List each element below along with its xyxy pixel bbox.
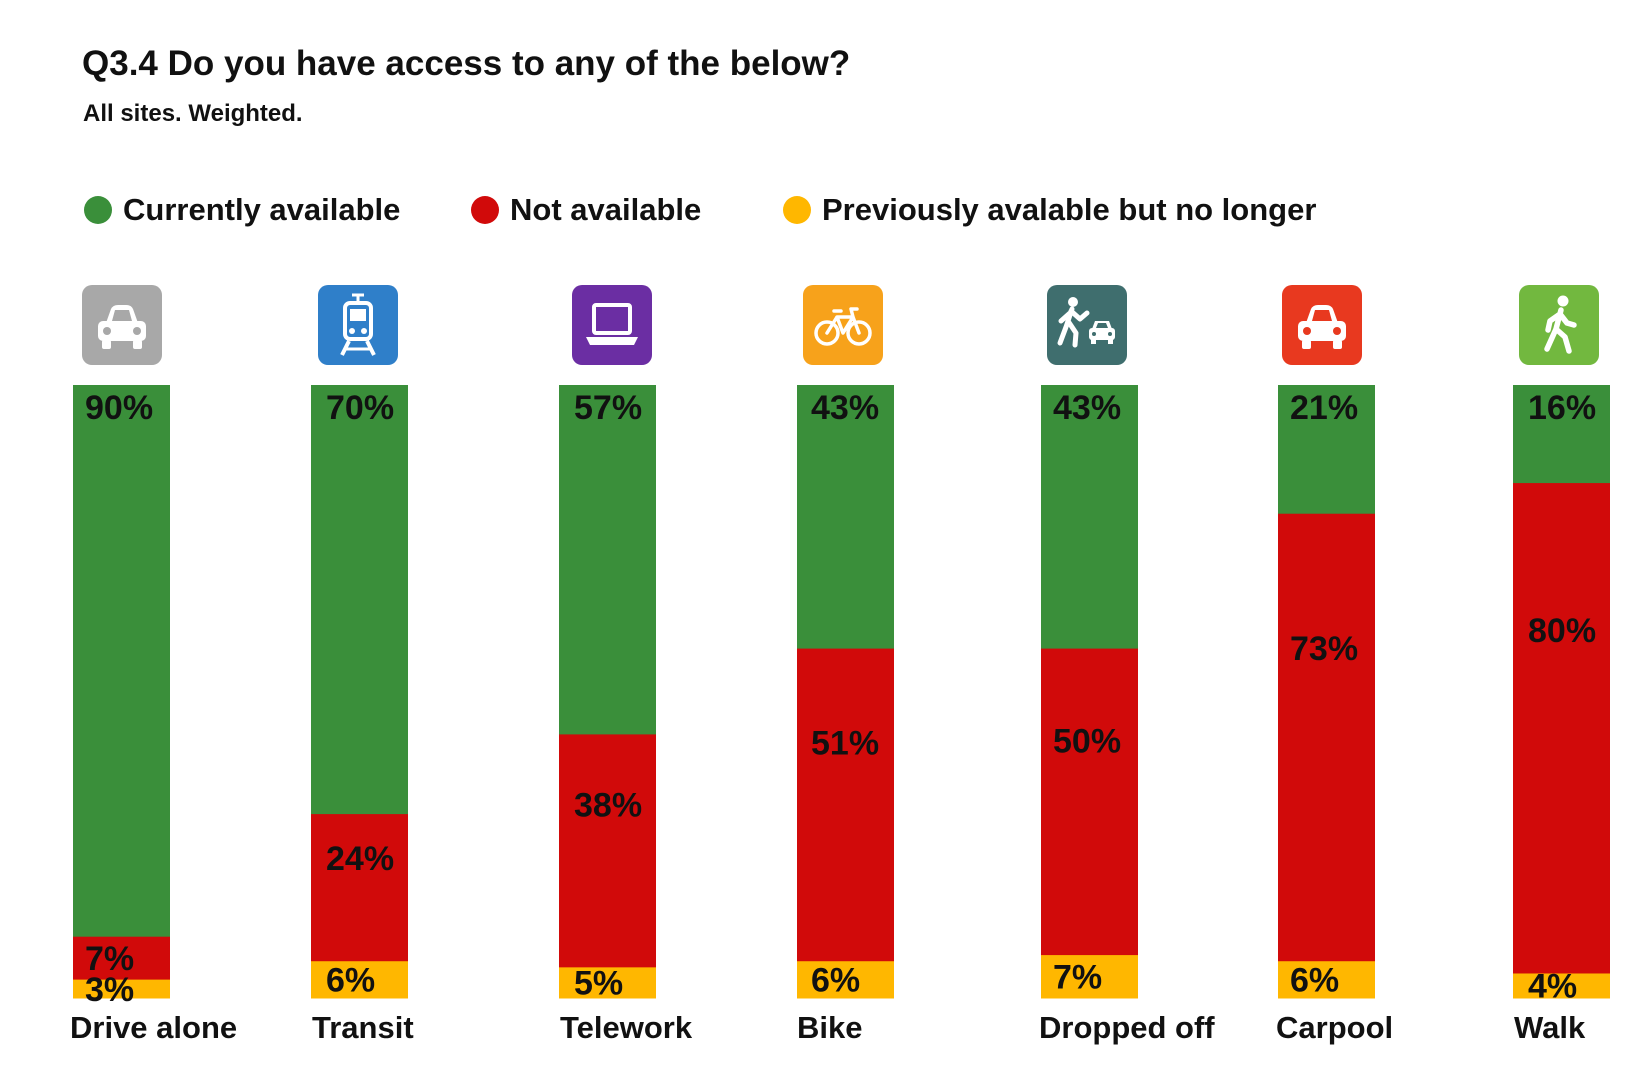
bar-segment [73, 385, 170, 938]
category-icons [82, 285, 1599, 365]
data-label: 3% [85, 971, 134, 1009]
legend-item-not-available: Not available [471, 192, 701, 228]
bar-segment [1041, 955, 1138, 999]
category-label: Drive alone [70, 1010, 237, 1045]
data-label: 43% [1053, 389, 1121, 427]
data-label: 7% [1053, 959, 1102, 997]
bar-segment [73, 936, 170, 981]
dropped-off-icon [1047, 285, 1127, 365]
bar-segment [1278, 513, 1375, 962]
bar-segment [797, 961, 894, 999]
category-label: Walk [1514, 1010, 1586, 1045]
legend-dot-green [84, 196, 112, 224]
data-label: 6% [811, 962, 860, 1000]
tram-icon [318, 285, 398, 365]
bike-icon [803, 285, 883, 365]
data-label: 38% [574, 786, 642, 824]
data-label: 80% [1528, 612, 1596, 650]
bar-segment [1041, 385, 1138, 650]
carpool-icon [1282, 285, 1362, 365]
bar-segment [559, 734, 656, 968]
bar-segment [797, 648, 894, 962]
data-label: 5% [574, 965, 623, 1003]
data-label: 73% [1290, 630, 1358, 668]
bar-segment [1513, 973, 1610, 999]
data-label: 4% [1528, 968, 1577, 1006]
category-labels: Drive alone Transit Telework Bike Dropped of… [70, 1010, 1586, 1045]
bar-segment [559, 967, 656, 999]
legend-item-previously-available: Previously avalable but no longer [783, 192, 1316, 228]
laptop-icon [572, 285, 652, 365]
data-label: 50% [1053, 723, 1121, 761]
bar-segment [1513, 483, 1610, 974]
bar-segment [1041, 648, 1138, 956]
category-label: Transit [312, 1010, 414, 1045]
category-label: Telework [560, 1010, 693, 1045]
bar-segment [311, 385, 408, 815]
legend-item-currently-available: Currently available [84, 192, 400, 228]
car-icon [82, 285, 162, 365]
legend-label: Currently available [123, 192, 401, 227]
category-label: Carpool [1276, 1010, 1393, 1045]
data-label: 57% [574, 389, 642, 427]
legend-label: Not available [510, 192, 702, 227]
data-label: 16% [1528, 389, 1596, 427]
data-label: 70% [326, 389, 394, 427]
data-label: 6% [326, 962, 375, 1000]
data-label: 24% [326, 840, 394, 878]
data-label: 90% [85, 389, 153, 427]
data-label: 51% [811, 724, 879, 762]
category-label: Bike [797, 1010, 862, 1045]
legend-label: Previously avalable but no longer [822, 192, 1317, 227]
legend-dot-yellow [783, 196, 811, 224]
bar-segment [73, 979, 170, 999]
bar-segment [559, 385, 656, 735]
bar-segment [311, 814, 408, 962]
data-labels: 90%7%3%70%24%6%57%38%5%43%51%6%43%50%7%2… [85, 389, 1596, 1009]
bar-segment [797, 385, 894, 650]
chart-subtitle: All sites. Weighted. [83, 100, 303, 127]
data-label: 43% [811, 389, 879, 427]
data-label: 6% [1290, 962, 1339, 1000]
walk-icon [1519, 285, 1599, 365]
bar-segment [1513, 385, 1610, 484]
data-label: 7% [85, 940, 134, 978]
category-label: Dropped off [1039, 1010, 1215, 1045]
legend-dot-red [471, 196, 499, 224]
bar-segment [1278, 385, 1375, 515]
bar-segment [311, 961, 408, 999]
data-label: 21% [1290, 389, 1358, 427]
bars [73, 385, 1610, 999]
chart-title: Q3.4 Do you have access to any of the be… [82, 44, 851, 83]
bar-segment [1278, 961, 1375, 999]
